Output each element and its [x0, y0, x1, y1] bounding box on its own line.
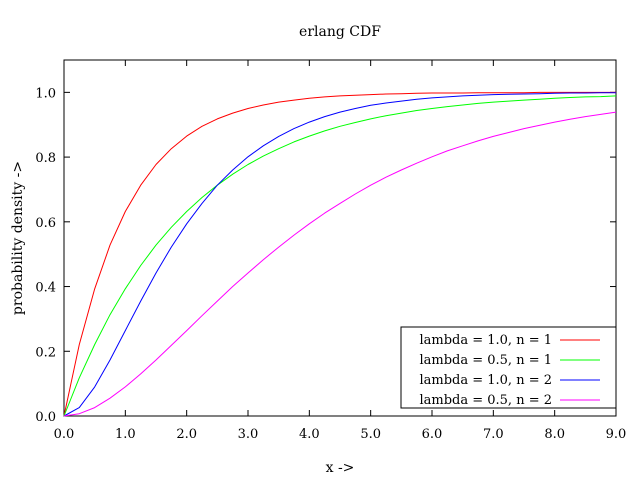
series-line-2 — [63, 95, 617, 417]
legend-label-4: lambda = 0.5, n = 2 — [419, 393, 552, 408]
x-tick-label: 7.0 — [483, 427, 504, 442]
legend-label-1: lambda = 1.0, n = 1 — [419, 333, 552, 348]
y-axis: 0.0 0.2 0.4 0.6 0.8 1.0 — [35, 86, 616, 425]
x-tick-label: 9.0 — [606, 427, 627, 442]
x-tick-label: 0.0 — [54, 427, 75, 442]
x-tick-label: 6.0 — [422, 427, 443, 442]
x-tick-label: 5.0 — [360, 427, 381, 442]
x-tick-label: 1.0 — [115, 427, 136, 442]
y-tick-label: 0.8 — [35, 151, 56, 166]
y-axis-label: probability density -> — [10, 161, 26, 315]
y-tick-label: 0.6 — [35, 216, 56, 231]
x-axis: 0.0 1.0 2.0 3.0 4.0 5.0 6.0 7.0 8.0 9.0 — [54, 60, 627, 442]
legend: lambda = 1.0, n = 1 lambda = 0.5, n = 1 la… — [400, 326, 617, 409]
x-tick-label: 3.0 — [238, 427, 259, 442]
plot-area: 0.0 1.0 2.0 3.0 4.0 5.0 6.0 7.0 8.0 9.0 0.0 0.2 0.4… — [35, 59, 627, 442]
x-tick-label: 2.0 — [176, 427, 197, 442]
x-tick-label: 4.0 — [299, 427, 320, 442]
series-lines — [63, 91, 617, 417]
chart-title: erlang CDF — [299, 24, 381, 40]
legend-label-2: lambda = 0.5, n = 1 — [419, 353, 552, 368]
series-line-3 — [63, 92, 616, 417]
x-axis-label: x -> — [326, 460, 355, 476]
y-tick-label: 0.4 — [35, 281, 56, 296]
y-tick-label: 0.0 — [35, 410, 56, 425]
legend-label-3: lambda = 1.0, n = 2 — [419, 373, 552, 388]
y-tick-label: 0.2 — [35, 345, 56, 360]
y-tick-label: 1.0 — [35, 86, 56, 101]
series-line-4 — [63, 111, 617, 417]
plot-frame — [63, 59, 617, 417]
x-tick-label: 8.0 — [544, 427, 565, 442]
series-line-1 — [63, 91, 616, 417]
